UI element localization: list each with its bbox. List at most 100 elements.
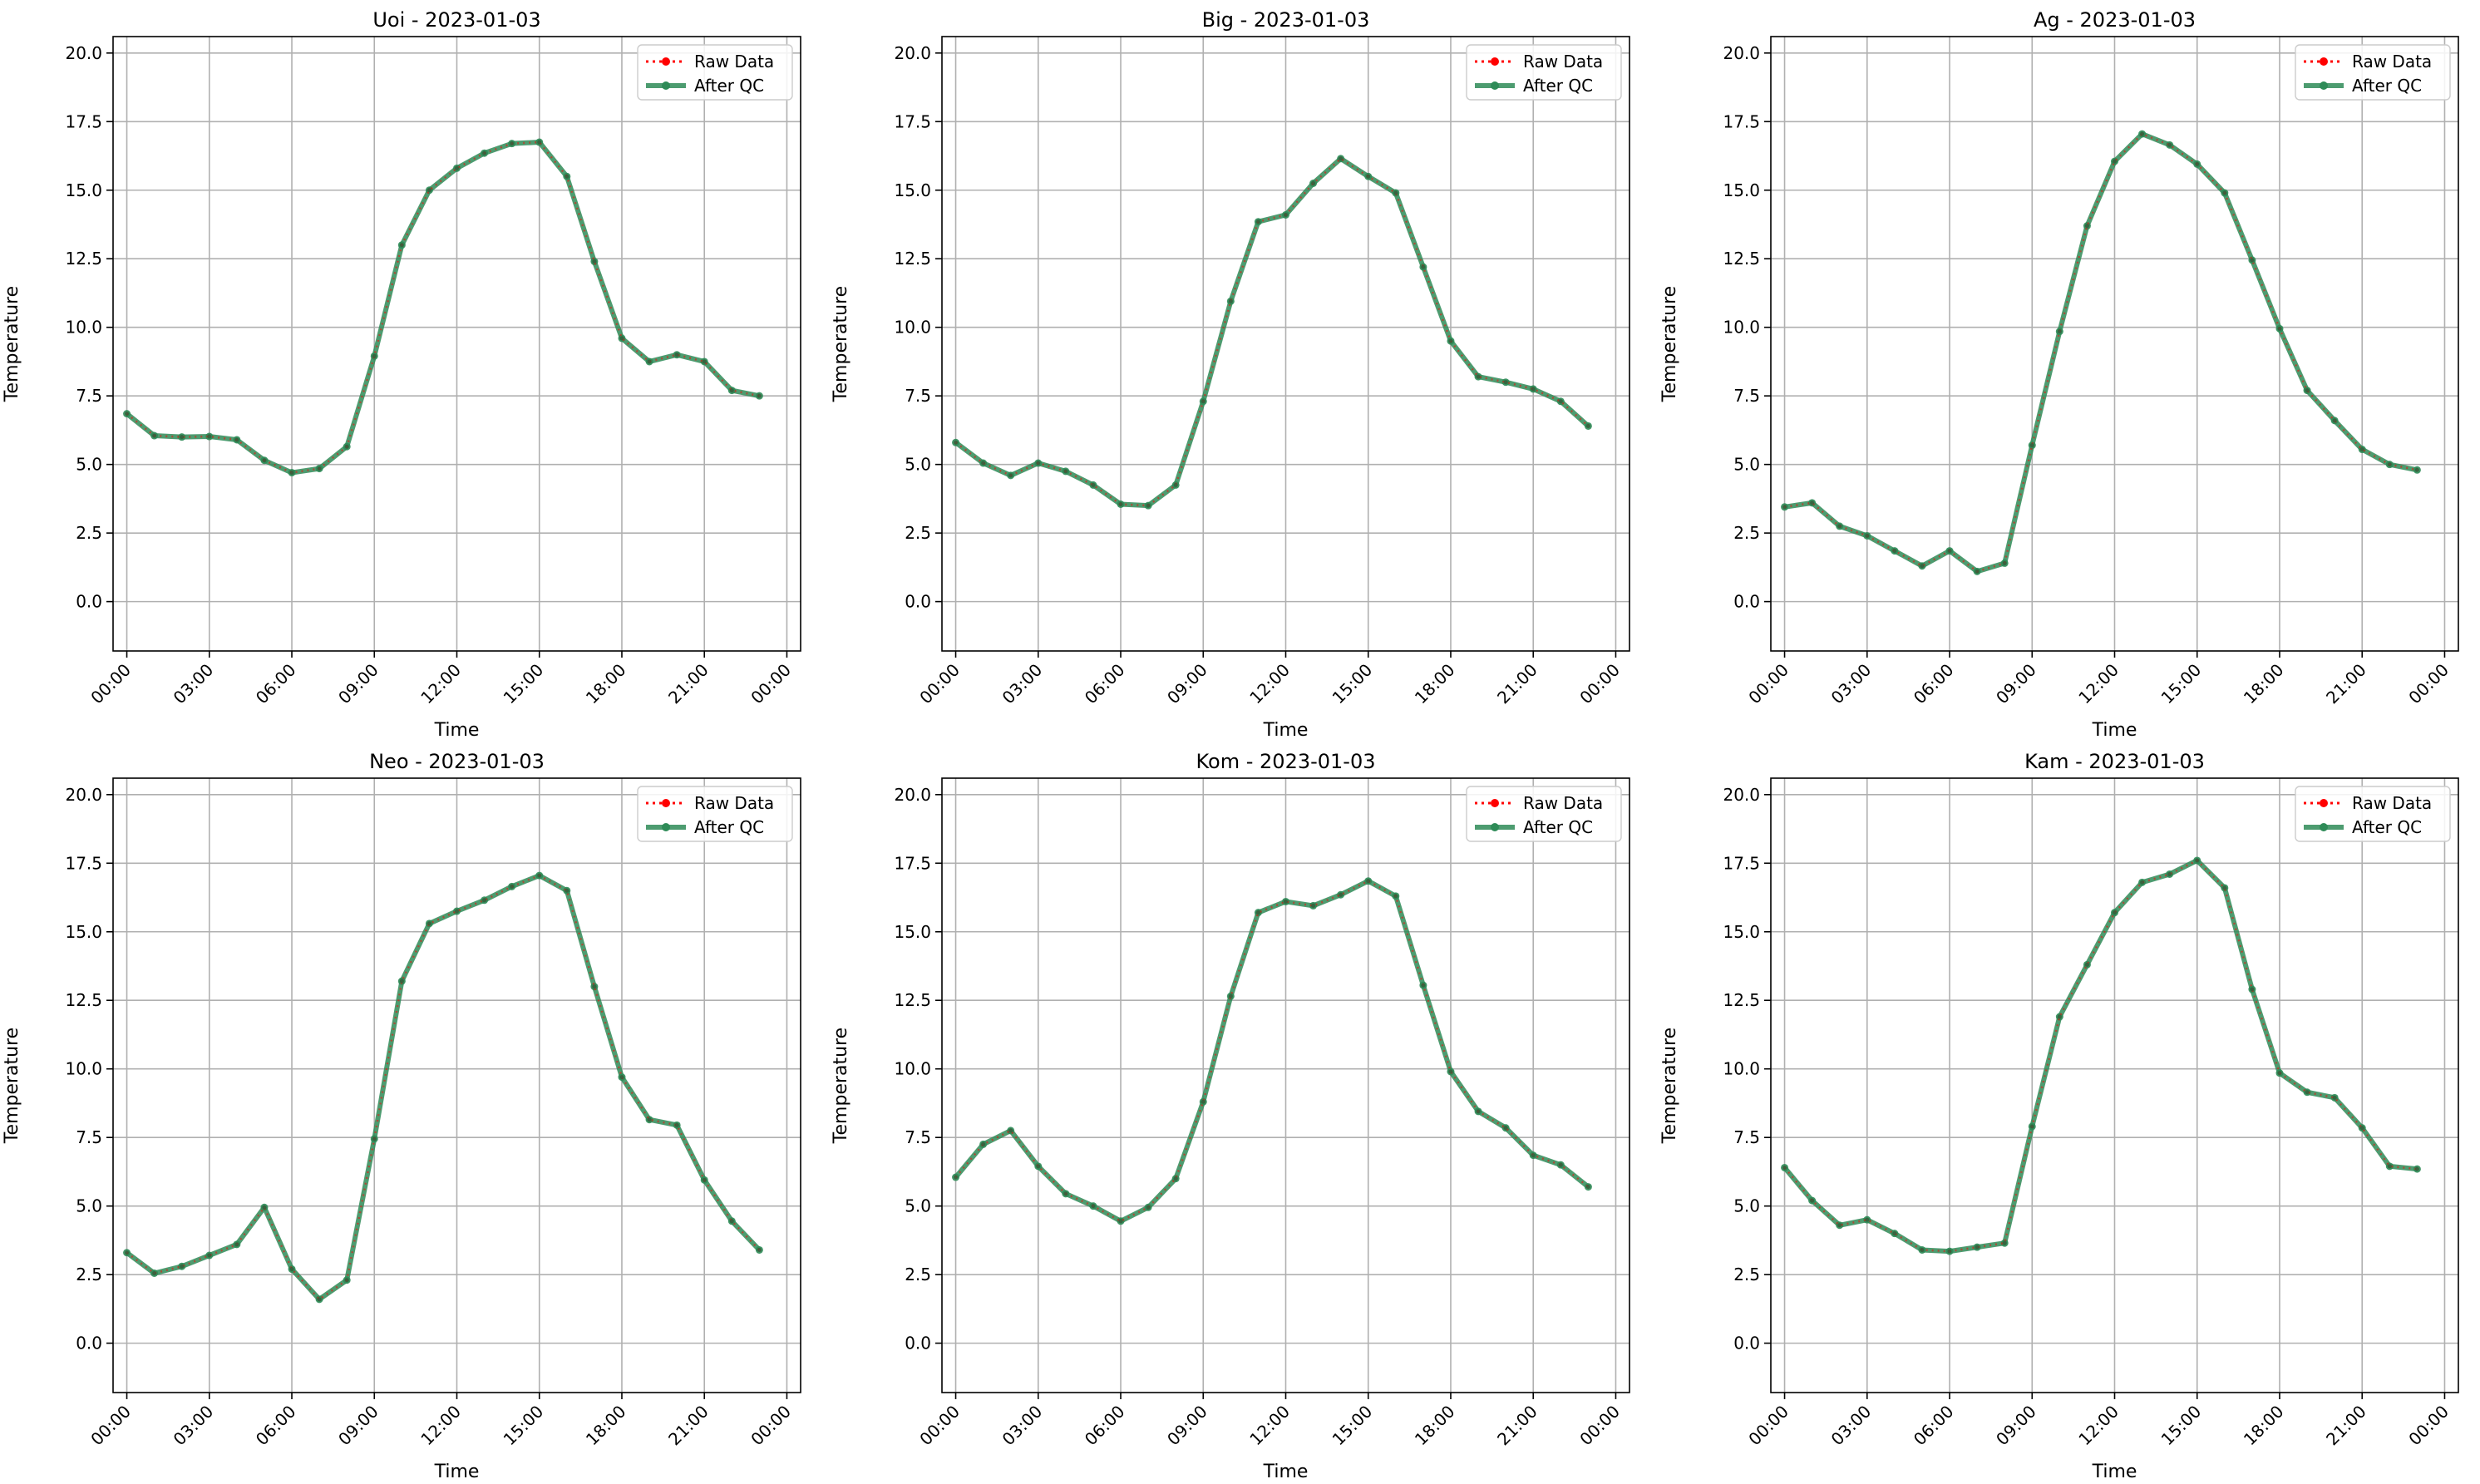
point-raw-data — [1892, 1231, 1897, 1236]
point-raw-data — [426, 921, 431, 926]
point-raw-data — [1118, 501, 1123, 506]
point-raw-data — [592, 259, 597, 264]
point-raw-data — [2084, 962, 2089, 967]
point-raw-data — [1975, 569, 1980, 574]
point-raw-data — [1008, 1128, 1013, 1133]
legend-raw-marker — [1491, 799, 1499, 807]
x-tick-label: 09:00 — [1992, 1402, 2040, 1450]
x-tick-label: 00:00 — [86, 660, 135, 708]
point-raw-data — [1255, 219, 1260, 224]
point-raw-data — [180, 1264, 185, 1269]
y-tick-label: 10.0 — [1723, 318, 1760, 338]
y-tick-label: 0.0 — [76, 1334, 102, 1353]
y-tick-label: 5.0 — [1733, 1196, 1760, 1216]
point-raw-data — [317, 466, 322, 471]
legend-raw-marker — [2320, 799, 2328, 807]
y-tick-label: 15.0 — [1723, 180, 1760, 200]
x-tick-label: 00:00 — [2404, 1402, 2453, 1450]
x-tick-label: 00:00 — [86, 1402, 135, 1450]
legend-raw-label: Raw Data — [2352, 52, 2432, 71]
y-tick-label: 17.5 — [1723, 111, 1760, 131]
point-raw-data — [1947, 1249, 1952, 1254]
point-raw-data — [2305, 388, 2310, 393]
point-raw-data — [1558, 1162, 1563, 1167]
point-raw-data — [2167, 871, 2172, 876]
y-tick-label: 15.0 — [65, 922, 102, 942]
x-tick-label: 15:00 — [500, 660, 548, 708]
series-line-raw-data — [954, 880, 1590, 1223]
panel-3: Ag - 2023-01-03 0.0 2.5 5.0 7.5 10.0 12.5 15.0 1… — [1659, 8, 2459, 741]
y-tick-label: 20.0 — [894, 43, 931, 63]
x-axis-label: Time — [2092, 1462, 2137, 1481]
y-axis-label: Temperature — [831, 286, 851, 402]
point-raw-data — [1421, 264, 1426, 269]
x-tick-label: 18:00 — [582, 1402, 630, 1450]
y-tick-label: 2.5 — [76, 1265, 102, 1284]
point-raw-data — [399, 243, 404, 248]
point-raw-data — [1810, 1198, 1815, 1203]
panel-title: Kam - 2023-01-03 — [2024, 750, 2205, 773]
point-raw-data — [1782, 505, 1787, 510]
point-raw-data — [2195, 161, 2200, 166]
point-raw-data — [1339, 892, 1344, 897]
y-tick-label: 20.0 — [65, 43, 102, 63]
series-line-raw-data — [954, 157, 1590, 507]
point-raw-data — [702, 1177, 707, 1182]
x-axis-label: Time — [1263, 720, 1309, 741]
x-tick-label: 12:00 — [2074, 660, 2123, 708]
panel-title: Big - 2023-01-03 — [1202, 8, 1370, 32]
point-raw-data — [207, 434, 212, 439]
legend-qc-marker — [2320, 823, 2328, 831]
y-tick-label: 17.5 — [1723, 853, 1760, 873]
series-line-after-qc — [1782, 857, 2418, 1255]
y-tick-label: 2.5 — [76, 523, 102, 543]
legend-qc-label: After QC — [1523, 817, 1593, 837]
point-raw-data — [2250, 258, 2255, 263]
x-tick-label: 15:00 — [1329, 1402, 1377, 1450]
y-tick-label: 17.5 — [65, 111, 102, 131]
legend-qc-marker — [1491, 823, 1499, 831]
x-tick-label: 03:00 — [1827, 1402, 1876, 1450]
point-raw-data — [2305, 1090, 2310, 1095]
panel-1: Uoi - 2023-01-03 0.0 2.5 5.0 7.5 10.0 12.5 15.0… — [2, 8, 801, 741]
point-raw-data — [1810, 500, 1815, 505]
x-tick-label: 00:00 — [1575, 1402, 1624, 1450]
point-raw-data — [1173, 1176, 1178, 1181]
x-tick-label: 06:00 — [1081, 660, 1129, 708]
x-tick-label: 00:00 — [2404, 660, 2453, 708]
point-raw-data — [1091, 1204, 1096, 1209]
point-raw-data — [2222, 190, 2227, 195]
point-raw-data — [2140, 131, 2145, 136]
y-tick-label: 7.5 — [76, 386, 102, 406]
y-tick-label: 0.0 — [1733, 592, 1760, 612]
point-raw-data — [262, 1205, 267, 1210]
x-tick-label: 06:00 — [252, 1402, 300, 1450]
x-tick-label: 12:00 — [2074, 1402, 2123, 1450]
y-tick-label: 10.0 — [894, 318, 931, 338]
x-tick-label: 06:00 — [1081, 1402, 1129, 1450]
panel-title: Neo - 2023-01-03 — [369, 750, 545, 773]
series-line-after-qc — [1784, 131, 2418, 574]
point-raw-data — [981, 461, 986, 466]
panel-5: Kom - 2023-01-03 0.0 2.5 5.0 7.5 10.0 12.5 15.0… — [831, 750, 1630, 1482]
point-raw-data — [2359, 447, 2364, 452]
point-raw-data — [289, 1267, 294, 1272]
point-raw-data — [1558, 399, 1563, 404]
x-tick-label: 21:00 — [2322, 660, 2370, 708]
point-raw-data — [2084, 224, 2089, 229]
point-raw-data — [372, 1136, 377, 1141]
x-tick-label: 00:00 — [747, 660, 795, 708]
legend-raw-marker — [662, 57, 670, 66]
point-raw-data — [1476, 374, 1481, 379]
point-raw-data — [565, 888, 569, 893]
y-tick-label: 5.0 — [1733, 455, 1760, 475]
legend-raw-marker — [2320, 57, 2328, 66]
y-tick-label: 17.5 — [65, 853, 102, 873]
point-raw-data — [619, 1075, 624, 1080]
y-tick-label: 5.0 — [76, 455, 102, 475]
x-tick-label: 09:00 — [1992, 660, 2040, 708]
legend-qc-marker — [1491, 81, 1499, 90]
point-raw-data — [125, 412, 130, 417]
point-raw-data — [2277, 326, 2282, 331]
